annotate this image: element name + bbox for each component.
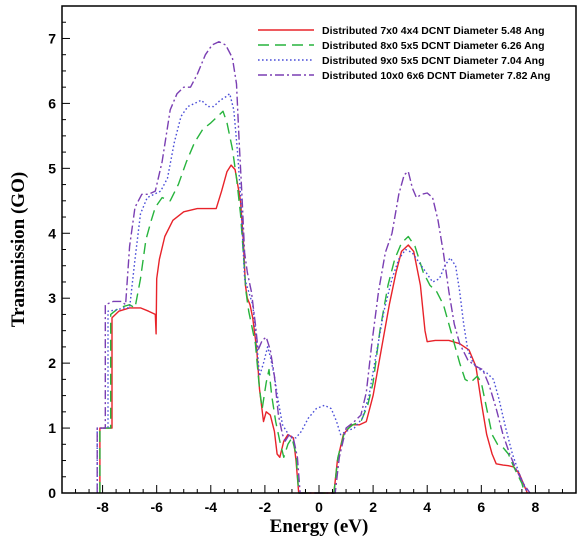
x-axis-title: Energy (eV) — [270, 516, 369, 537]
series-line-1 — [99, 164, 528, 494]
x-tick-label: 6 — [477, 499, 485, 515]
x-tick-label: -6 — [150, 499, 163, 515]
y-tick-label: 7 — [48, 30, 56, 46]
x-axis: -8 -6 -4 -2 0 2 4 6 8 — [61, 485, 577, 515]
series-layer — [96, 41, 531, 494]
x-tick-label: -8 — [96, 499, 109, 515]
y-tick-label: 5 — [48, 160, 56, 176]
y-tick-label: 2 — [48, 355, 56, 371]
y-tick-label: 3 — [48, 290, 56, 306]
series-line-4 — [96, 41, 531, 494]
y-tick-label: 4 — [48, 225, 56, 241]
x-tick-label: 0 — [315, 499, 323, 515]
y-tick-label: 0 — [48, 485, 56, 501]
y-axis-title: Transmission (GO) — [8, 172, 29, 327]
legend-label: Distributed 8x0 5x5 DCNT Diameter 6.26 A… — [322, 40, 545, 52]
x-tick-label: 8 — [532, 499, 540, 515]
series-line-2 — [99, 110, 526, 494]
y-tick-label: 6 — [48, 95, 56, 111]
legend: Distributed 7x0 4x4 DCNT Diameter 5.48 A… — [258, 25, 550, 82]
legend-label: Distributed 7x0 4x4 DCNT Diameter 5.48 A… — [322, 25, 545, 37]
series-line-3 — [96, 93, 528, 494]
x-tick-label: 4 — [423, 499, 431, 515]
x-tick-label: -4 — [205, 499, 218, 515]
x-tick-label: -2 — [259, 499, 272, 515]
legend-label: Distributed 10x0 6x6 DCNT Diameter 7.82 … — [322, 70, 550, 82]
y-tick-label: 1 — [48, 420, 56, 436]
legend-label: Distributed 9x0 5x5 DCNT Diameter 7.04 A… — [322, 55, 545, 67]
x-tick-label: 2 — [369, 499, 377, 515]
y-axis: 0 1 2 3 4 5 6 7 — [48, 5, 70, 501]
